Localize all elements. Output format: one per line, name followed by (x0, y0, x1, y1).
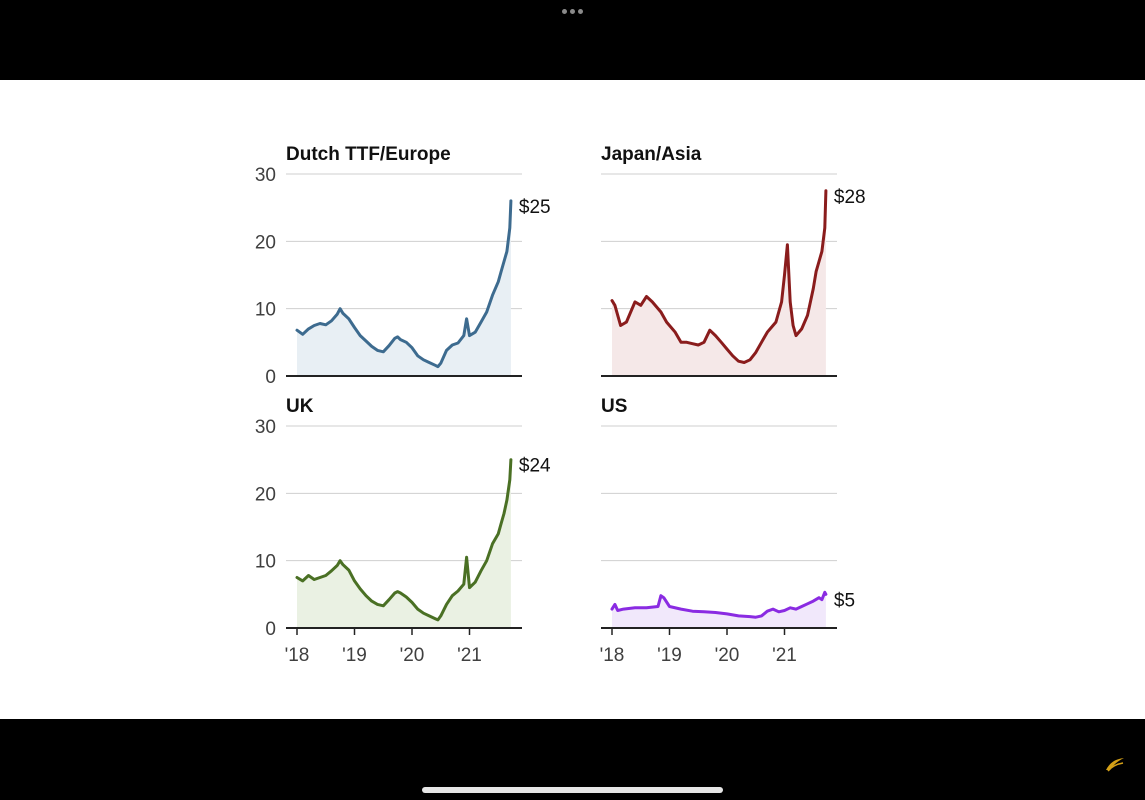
chart-title: Japan/Asia (601, 144, 702, 165)
x-tick-label: '18 (285, 645, 310, 666)
x-tick-label: '20 (715, 645, 740, 666)
y-tick-label: 10 (255, 552, 276, 573)
y-tick-label: 30 (255, 165, 276, 186)
x-tick-label: '19 (342, 645, 367, 666)
chart-title: Dutch TTF/Europe (286, 144, 451, 165)
app-logo-icon (1106, 758, 1124, 772)
x-tick-label: '20 (400, 645, 425, 666)
top-bar (0, 0, 1145, 80)
chart-title: UK (286, 396, 314, 417)
y-tick-label: 10 (255, 300, 276, 321)
x-tick-label: '18 (600, 645, 625, 666)
x-tick-label: '21 (457, 645, 482, 666)
bottom-bar (0, 719, 1145, 800)
y-tick-label: 30 (255, 417, 276, 438)
y-tick-label: 0 (265, 619, 276, 640)
chart-panel-2: 0 10 20 30 '18 '19 '20 '21 UK $24 (255, 396, 551, 666)
home-indicator[interactable] (422, 787, 723, 793)
y-tick-label: 20 (255, 232, 276, 253)
end-value-label: $5 (834, 590, 855, 611)
series-area (612, 190, 826, 376)
chart-area: 0 10 20 30 Dutch TTF/Europe $25 Japan/Asia $28 0… (0, 80, 1145, 719)
more-dots-icon[interactable] (562, 9, 583, 14)
series-area (297, 200, 511, 376)
chart-panel-1: Japan/Asia $28 (601, 144, 866, 377)
series-line (610, 590, 828, 619)
end-value-label: $25 (519, 197, 551, 218)
series-line (610, 189, 828, 364)
series-area (297, 459, 511, 628)
series-line (295, 199, 513, 369)
series-area (612, 592, 826, 628)
y-tick-label: 20 (255, 484, 276, 505)
end-value-label: $24 (519, 456, 551, 477)
x-tick-label: '19 (657, 645, 682, 666)
y-tick-label: 0 (265, 367, 276, 388)
end-value-label: $28 (834, 187, 866, 208)
x-tick-label: '21 (772, 645, 797, 666)
chart-grid: 0 10 20 30 Dutch TTF/Europe $25 Japan/Asia $28 0… (255, 144, 866, 666)
chart-title: US (601, 396, 627, 417)
chart-panel-3: '18 '19 '20 '21 US $5 (600, 396, 855, 666)
series-line (295, 458, 513, 622)
chart-panel-0: 0 10 20 30 Dutch TTF/Europe $25 (255, 144, 551, 388)
